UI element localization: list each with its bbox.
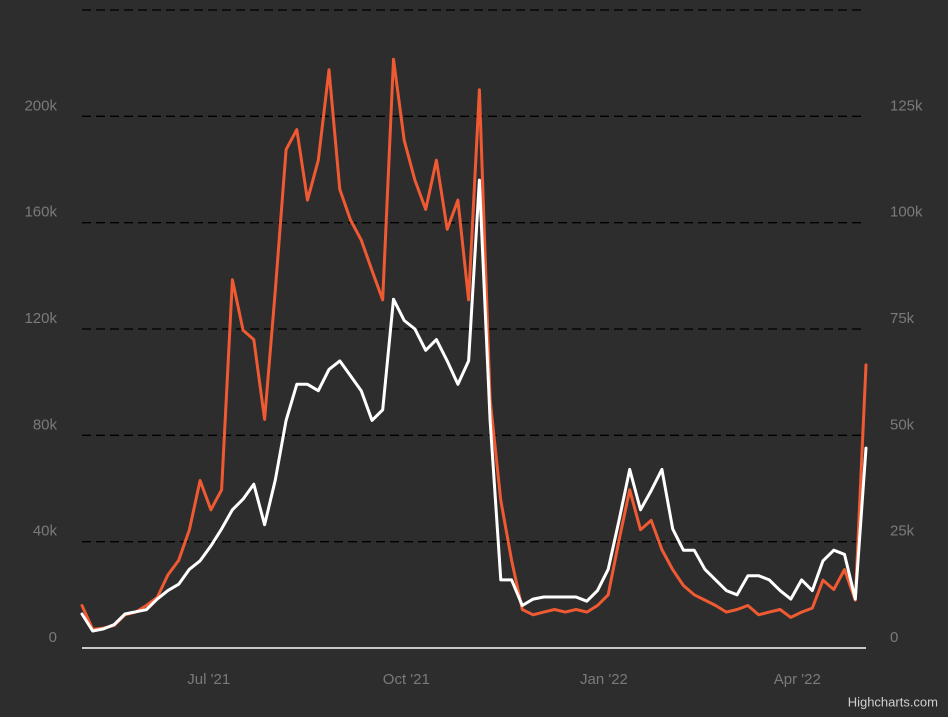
y2-tick-label: 125k bbox=[890, 97, 923, 114]
x-tick-label: Jan '22 bbox=[580, 671, 628, 688]
y-tick-label: 40k bbox=[33, 523, 58, 540]
x-tick-label: Oct '21 bbox=[383, 671, 430, 688]
y2-tick-label: 100k bbox=[890, 204, 923, 221]
x-tick-label: Apr '22 bbox=[774, 671, 821, 688]
x-tick-label: Jul '21 bbox=[187, 671, 230, 688]
y2-tick-label: 25k bbox=[890, 523, 915, 540]
credits[interactable]: Highcharts.com bbox=[848, 694, 938, 709]
y-tick-label: 0 bbox=[49, 629, 57, 646]
y-tick-label: 120k bbox=[24, 310, 57, 327]
y-tick-label: 80k bbox=[33, 416, 58, 433]
y2-tick-label: 0 bbox=[890, 629, 898, 646]
y-tick-label: 200k bbox=[24, 97, 57, 114]
y2-tick-label: 50k bbox=[890, 416, 915, 433]
series-line bbox=[80, 178, 868, 633]
y2-tick-label: 75k bbox=[890, 310, 915, 327]
series-line bbox=[80, 57, 868, 631]
y-tick-label: 160k bbox=[24, 204, 57, 221]
